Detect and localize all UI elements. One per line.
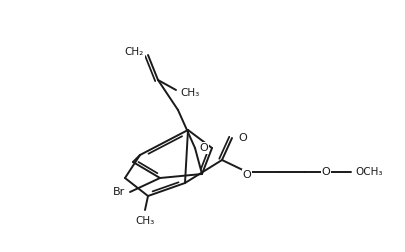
Text: O: O bbox=[242, 170, 251, 180]
Text: CH₂: CH₂ bbox=[124, 47, 144, 57]
Text: CH₃: CH₃ bbox=[179, 88, 199, 98]
Text: OCH₃: OCH₃ bbox=[354, 167, 382, 177]
Text: Br: Br bbox=[113, 187, 125, 197]
Text: O: O bbox=[237, 133, 246, 143]
Text: O: O bbox=[321, 167, 330, 177]
Text: CH₃: CH₃ bbox=[135, 216, 154, 226]
Text: O: O bbox=[198, 143, 207, 153]
